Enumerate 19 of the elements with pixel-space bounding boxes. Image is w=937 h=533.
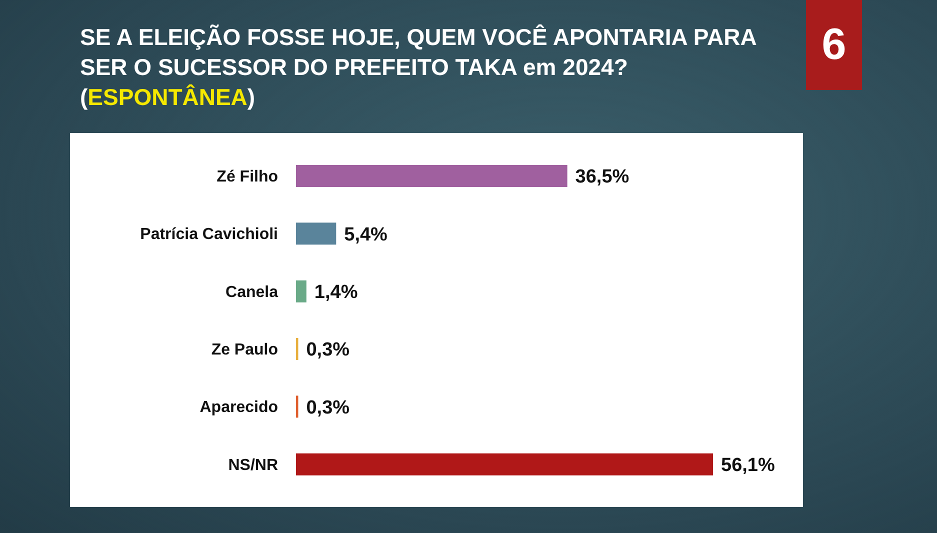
text: 6 xyxy=(806,0,862,90)
y-tick-label: Aparecido xyxy=(200,399,278,416)
y-tick-label: Zé Filho xyxy=(216,168,278,186)
chart-subtitle: (ESPONTÂNEA) xyxy=(80,83,256,112)
bar xyxy=(296,165,568,187)
data-label: 1,4% xyxy=(314,282,358,304)
data-label: 5,4% xyxy=(344,224,388,246)
bar xyxy=(296,453,713,476)
bar xyxy=(296,222,336,245)
y-tick-label: Canela xyxy=(226,284,278,301)
y-tick-label: NS/NR xyxy=(228,456,278,474)
y-tick-label: Patrícia Cavichioli xyxy=(140,226,278,244)
bar xyxy=(296,280,306,302)
y-tick-label: Ze Paulo xyxy=(211,342,278,359)
data-label: 0,3% xyxy=(306,397,350,418)
data-label: 36,5% xyxy=(575,166,630,188)
chart-title: SE A ELEIÇÃO FOSSE HOJE, QUEM VOCÊ APONTARIA PARA SER O SUCESSOR DO PREFEITO TAKA em 2024? xyxy=(80,23,758,82)
data-label: 0,3% xyxy=(306,340,350,361)
data-label: 56,1% xyxy=(721,455,775,476)
